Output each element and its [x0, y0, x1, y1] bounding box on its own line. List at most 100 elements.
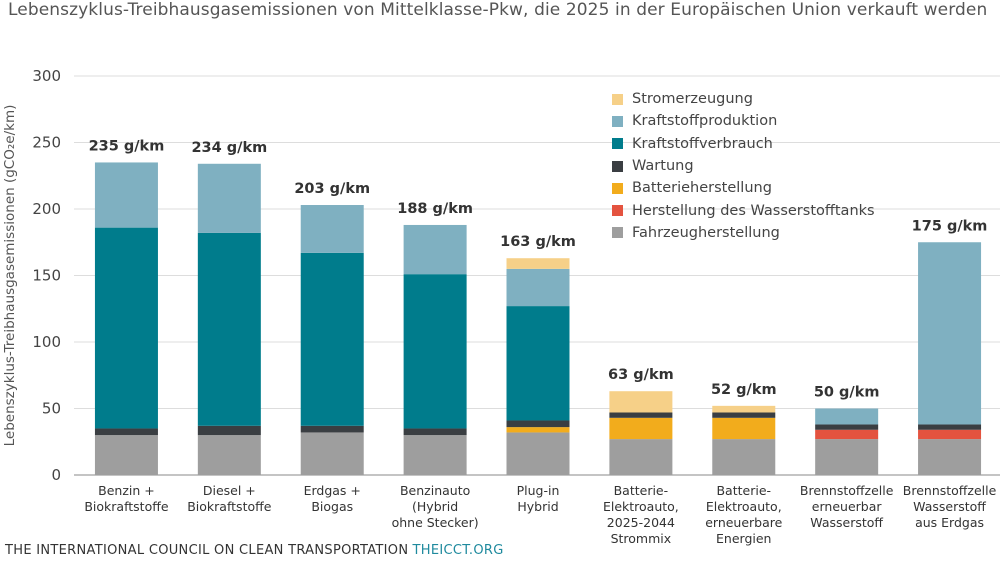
x-category-line: Erdgas +	[303, 483, 361, 498]
bar-segment	[403, 224, 467, 275]
legend-swatch	[612, 115, 623, 127]
bar-segment	[506, 268, 570, 307]
bar-segment	[197, 163, 261, 233]
chart-title: Lebenszyklus-Treibhausgasemissionen von …	[8, 0, 988, 20]
y-tick-label: 150	[32, 267, 61, 285]
bar-total-label: 50 g/km	[814, 385, 880, 401]
bar-segment	[918, 424, 982, 430]
x-category-label: Benzinauto (Hybrid ohne Stecker)	[380, 483, 490, 531]
legend-label: Herstellung des Wasserstofftanks	[632, 202, 875, 219]
y-tick-label: 250	[32, 134, 61, 152]
legend-item: Wartung	[612, 155, 875, 177]
x-category-label: Benzin + Biokraftstoffe	[71, 483, 181, 515]
bar-segment	[609, 439, 673, 475]
bar-segment	[712, 417, 776, 440]
legend-item: Fahrzeugherstellung	[612, 222, 875, 244]
y-tick-label: 200	[32, 200, 61, 218]
legend-item: Kraftstoffproduktion	[612, 110, 875, 132]
bar-segment	[506, 258, 570, 269]
x-category-label: Batterie- Elektroauto, 2025-2044 Strommix	[586, 483, 696, 547]
x-category-line: Elektroauto,	[602, 499, 679, 514]
bar-segment	[609, 412, 673, 418]
bar-total-label: 188 g/km	[397, 201, 473, 217]
bar-segment	[609, 391, 673, 413]
legend-item: Herstellung des Wasserstofftanks	[612, 199, 875, 221]
legend-item: Kraftstoffverbrauch	[612, 133, 875, 155]
legend-swatch	[612, 205, 623, 217]
x-category-line: aus Erdgas	[915, 515, 985, 530]
legend-label: Stromerzeugung	[632, 91, 753, 108]
x-category-line: Biokraftstoffe	[84, 499, 169, 514]
x-category-line: (Hybrid	[412, 499, 459, 514]
x-category-line: Biogas	[311, 499, 354, 514]
legend-swatch	[612, 138, 623, 150]
bar-segment	[197, 232, 261, 426]
legend-item: Stromerzeugung	[612, 88, 875, 110]
legend-label: Kraftstoffverbrauch	[632, 135, 773, 152]
footer-url[interactable]: THEICCT.ORG	[412, 543, 504, 558]
legend-label: Batterieherstellung	[632, 180, 772, 197]
bar-segment	[94, 162, 158, 228]
bar-segment	[815, 439, 879, 475]
x-category-label: Erdgas + Biogas	[277, 483, 387, 515]
bar-segment	[609, 417, 673, 440]
x-category-line: Wasserstoff	[810, 515, 884, 530]
legend-swatch	[612, 93, 623, 105]
bar-total-label: 234 g/km	[191, 140, 267, 156]
bar-segment	[300, 425, 364, 433]
legend-label: Kraftstoffproduktion	[632, 113, 778, 130]
bar-segment	[403, 274, 467, 429]
legend-swatch	[612, 227, 623, 239]
bar-segment	[506, 306, 570, 421]
bar-segment	[403, 428, 467, 436]
bar-segment	[300, 252, 364, 426]
y-tick-label: 0	[51, 466, 61, 484]
x-category-line: ohne Stecker)	[391, 515, 479, 530]
bar-segment	[712, 405, 776, 413]
bar-segment	[712, 439, 776, 475]
x-category-line: Biokraftstoffe	[187, 499, 272, 514]
bar-segment	[712, 412, 776, 418]
bar-segment	[918, 429, 982, 440]
x-category-label: Plug-in Hybrid	[483, 483, 593, 515]
legend-label: Wartung	[632, 158, 694, 175]
x-category-label: Batterie- Elektroauto, erneuerbare Energien	[689, 483, 799, 547]
bar-total-label: 203 g/km	[294, 181, 370, 197]
bar-segment	[815, 429, 879, 440]
bar-total-label: 163 g/km	[500, 234, 576, 250]
legend-item: Batterieherstellung	[612, 177, 875, 199]
bar-segment	[918, 439, 982, 475]
bar-total-label: 175 g/km	[912, 218, 988, 234]
x-category-label: Brennstoffzelle erneuerbar Wasserstoff	[792, 483, 902, 531]
legend-label: Fahrzeugherstellung	[632, 224, 780, 241]
x-category-line: Plug-in	[516, 483, 560, 498]
y-tick-label: 50	[42, 400, 61, 418]
bar-segment	[506, 432, 570, 475]
x-category-label: Brennstoffzelle Wasserstoff aus Erdgas	[895, 483, 1000, 531]
x-category-line: Brennstoffzelle	[799, 483, 894, 498]
y-tick-label: 300	[32, 67, 61, 85]
x-category-line: erneuerbar	[811, 499, 882, 514]
x-category-line: Strommix	[610, 531, 672, 546]
bar-segment	[403, 435, 467, 475]
footer: THE INTERNATIONAL COUNCIL ON CLEAN TRANS…	[5, 543, 504, 558]
x-category-label: Diesel + Biokraftstoffe	[174, 483, 284, 515]
x-category-line: erneuerbare	[705, 515, 783, 530]
x-category-line: Elektroauto,	[705, 499, 782, 514]
x-category-line: Wasserstoff	[913, 499, 986, 514]
x-category-line: Hybrid	[517, 499, 559, 514]
bar-segment	[815, 424, 879, 430]
legend-swatch	[612, 182, 623, 194]
bar-total-label: 52 g/km	[711, 382, 777, 398]
x-category-line: Energien	[716, 531, 772, 546]
y-axis-label: Lebenszyklus-Treibhausgasemissionen (gCO…	[2, 105, 18, 447]
bar-segment	[94, 435, 158, 475]
bar-segment	[94, 227, 158, 429]
x-category-line: Diesel +	[202, 483, 256, 498]
bar-segment	[94, 428, 158, 436]
bar-segment	[815, 408, 879, 425]
x-category-line: Benzin +	[98, 483, 155, 498]
x-category-line: Batterie-	[716, 483, 772, 498]
bar-segment	[506, 427, 570, 433]
